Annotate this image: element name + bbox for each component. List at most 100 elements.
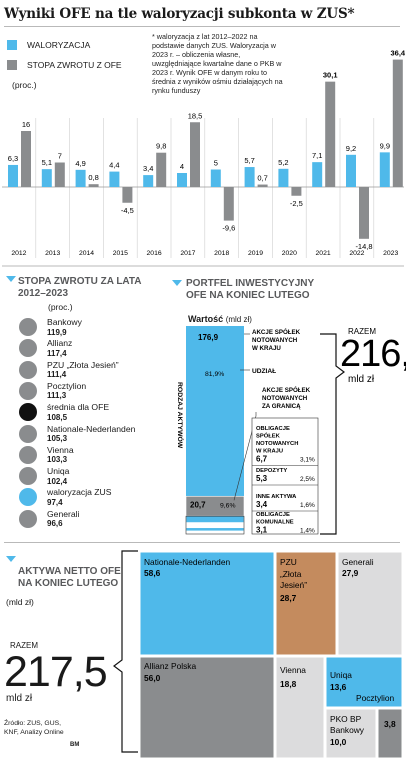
portfolio-category-label: OBLIGACJE (256, 512, 290, 518)
treemap-value: 27,9 (342, 568, 359, 578)
label-stopa: 18,5 (188, 111, 203, 120)
bar-stopa (291, 187, 302, 196)
bar-stopa (21, 131, 31, 187)
assets-unit: (mld zł) (6, 597, 34, 607)
returns-fund-value: 97,4 (47, 497, 63, 507)
portfolio-share-label: 81,9% (205, 371, 224, 378)
portfolio-marker (172, 280, 182, 286)
bar-waloryzacja (41, 169, 52, 187)
treemap-name: Nationale-Nederlanden (144, 557, 230, 567)
treemap-name: Generali (342, 557, 374, 567)
treemap-name: Vienna (280, 665, 306, 675)
returns-dot (19, 381, 37, 400)
portfolio-category-label: AKCJE SPÓŁEK (262, 386, 311, 394)
treemap-value: 18,8 (280, 679, 297, 689)
treemap-cell (139, 551, 275, 656)
year-tick-label: 2012 (11, 250, 26, 257)
portfolio-category-label: NOTOWANYCH (252, 337, 298, 344)
portfolio-value-label: 20,7 (190, 500, 206, 509)
label-stopa: -14,8 (355, 242, 372, 251)
portfolio-header: Wartość (mld zł) (188, 314, 252, 324)
portfolio-title: PORTFEL INWESTYCYJNY OFE NA KONIEC LUTEG… (186, 278, 314, 301)
treemap-value: 10,0 (330, 737, 347, 747)
returns-fund-name: Bankowy (47, 317, 82, 327)
label-waloryzacja: 4,4 (109, 161, 119, 170)
legend-swatch-waloryzacja (7, 40, 17, 50)
returns-fund-name: Vienna (47, 444, 74, 455)
label-waloryzacja: 3,4 (143, 164, 153, 173)
bar-stopa (325, 81, 336, 187)
returns-dot (19, 488, 37, 507)
bar-stopa (54, 162, 65, 187)
bar-waloryzacja (210, 169, 221, 187)
credit-mark: BM (70, 742, 80, 748)
returns-fund-value: 108,5 (47, 412, 68, 422)
portfolio-share-label: 1,4% (300, 528, 315, 535)
portfolio-share-label: 9,6% (220, 502, 236, 509)
returns-dot (19, 403, 37, 422)
bar-chart: 6,3 16 2012 5,1 7 2013 4,90,8 2014 4,4 -4,5 2015 3,… (2, 49, 406, 267)
treemap-cell (325, 656, 403, 708)
portfolio-total-label: RAZEM (348, 327, 376, 336)
label-waloryzacja: 6,3 (8, 154, 18, 163)
bar-waloryzacja (75, 169, 86, 187)
portfolio-legend-box (251, 417, 319, 535)
portfolio-share-name: UDZIAŁ (252, 368, 276, 375)
portfolio-category-label: KOMUNALNE (256, 520, 294, 526)
total-bracket (113, 550, 138, 753)
year-tick-label: 2017 (180, 250, 195, 257)
portfolio-value-label: 176,9 (198, 333, 219, 342)
returns-fund-value: 103,3 (47, 455, 68, 465)
treemap-cell (377, 708, 403, 759)
portfolio-value-label: 3,1 (256, 526, 268, 535)
label-stopa: 9,8 (156, 142, 166, 151)
year-tick-label: 2021 (316, 250, 331, 257)
returns-dot (19, 360, 37, 379)
treemap-cell (275, 656, 325, 759)
portfolio-axis-label: RODZAJ AKTYWÓW (176, 382, 185, 449)
returns-fund-value: 111,4 (47, 370, 67, 380)
label-stopa: 30,1 (323, 71, 338, 80)
treemap-cell (275, 551, 337, 656)
returns-fund-value: 117,4 (47, 348, 67, 358)
assets-total-label: RAZEM (10, 641, 38, 650)
returns-fund-name: waloryzacja ZUS (47, 487, 112, 498)
returns-dot (19, 467, 37, 486)
bar-waloryzacja (312, 162, 323, 187)
label-waloryzacja: 4,9 (75, 159, 85, 168)
returns-dot (19, 445, 37, 464)
treemap-name: Jesień” (280, 580, 307, 590)
treemap-name: Pocztylion (356, 693, 395, 703)
portfolio-total-value: 216,1 (340, 333, 406, 375)
bar-stopa (257, 184, 268, 187)
bar-waloryzacja (143, 175, 154, 187)
portfolio-category-label: W KRAJU (256, 449, 283, 455)
treemap-value: 58,6 (144, 568, 161, 578)
portfolio-value-label: 5,3 (256, 474, 268, 483)
year-tick-label: 2014 (79, 250, 94, 257)
label-waloryzacja: 7,1 (312, 151, 322, 160)
label-stopa: 7 (58, 152, 62, 161)
bar-stopa (156, 152, 167, 187)
returns-unit: (proc.) (48, 302, 73, 312)
page-title: Wyniki OFE na tle waloryzacji subkonta w… (4, 6, 355, 22)
portfolio-header-label: Wartość (188, 314, 224, 324)
label-waloryzacja: 5,7 (244, 156, 254, 165)
label-stopa: -4,5 (121, 206, 134, 215)
label-waloryzacja: 5 (214, 159, 218, 168)
bar-waloryzacja (244, 167, 255, 187)
label-waloryzacja: 5,2 (278, 158, 288, 167)
legend-swatch-stopa (7, 60, 17, 70)
portfolio-small-box (185, 515, 245, 535)
label-stopa: 0,8 (88, 173, 98, 182)
label-stopa: 36,4 (390, 49, 405, 58)
bar-waloryzacja (177, 173, 187, 187)
returns-fund-name: Allianz (47, 338, 73, 349)
bar-stopa (392, 59, 403, 187)
treemap-name: PZU (280, 557, 297, 567)
year-tick-label: 2016 (147, 250, 162, 257)
portfolio-chart: RODZAJ AKTYWÓW 176,9 81,9% 20,7 9,6% AKCJE SP… (176, 326, 406, 535)
returns-dot (19, 509, 37, 528)
bar-stopa (190, 122, 200, 187)
